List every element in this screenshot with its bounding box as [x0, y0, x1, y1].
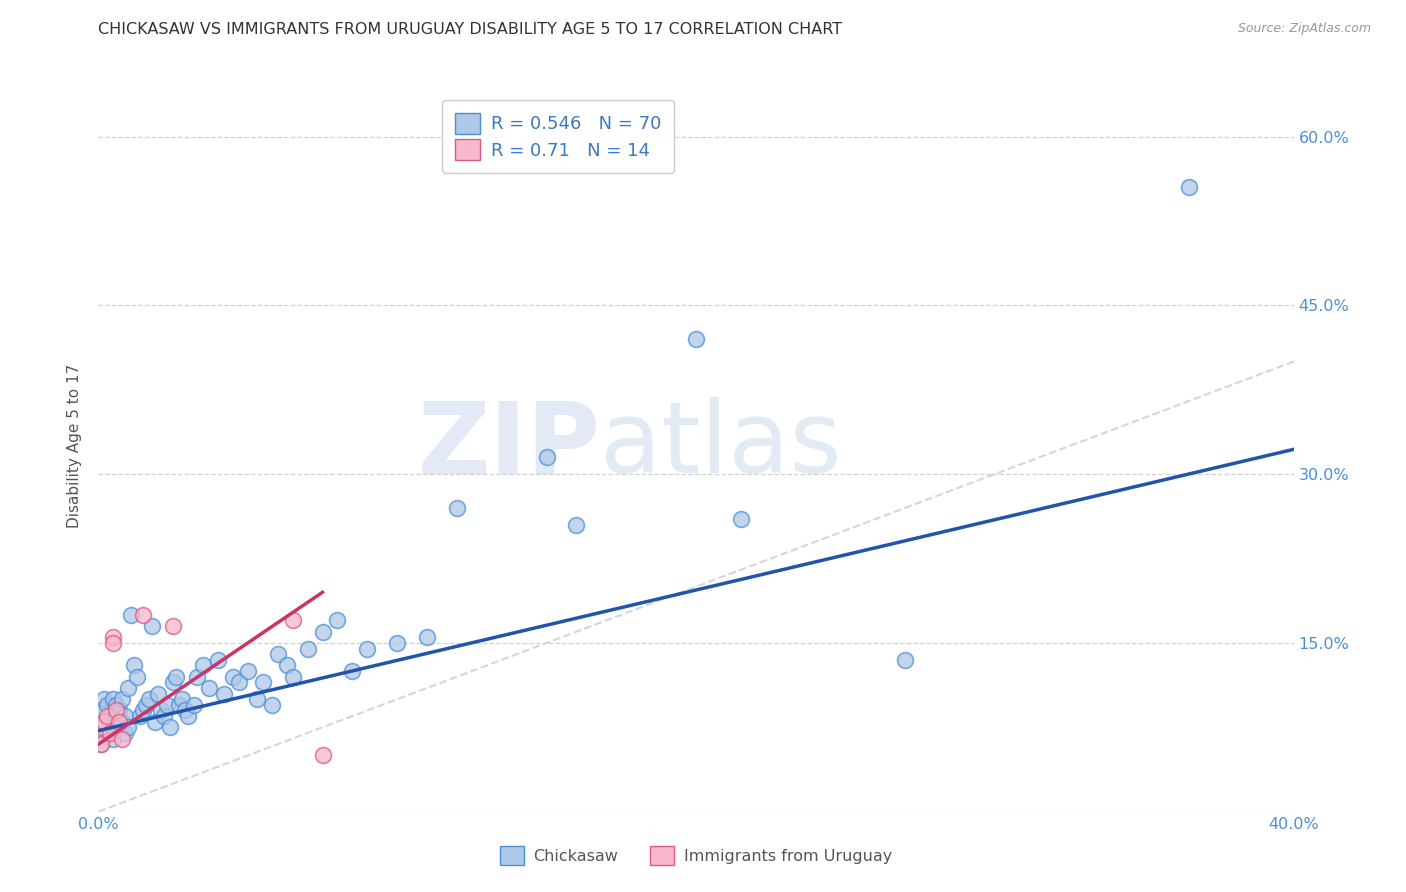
Point [342, 664, 364, 678]
Point [446, 500, 468, 515]
Point [93, 692, 115, 706]
Point [141, 619, 163, 633]
Point [222, 670, 245, 684]
Point [356, 641, 378, 656]
Point [536, 450, 558, 465]
Point [730, 512, 752, 526]
Point [198, 681, 221, 695]
Text: atlas: atlas [600, 398, 842, 494]
Point [148, 687, 170, 701]
Point [150, 703, 173, 717]
Point [228, 675, 250, 690]
Point [191, 658, 214, 673]
Point [172, 692, 194, 706]
Point [100, 726, 122, 740]
Point [385, 636, 409, 650]
Point [212, 687, 235, 701]
Point [103, 731, 125, 746]
Point [103, 692, 125, 706]
Point [135, 698, 157, 712]
Point [138, 692, 160, 706]
Point [105, 709, 128, 723]
Point [114, 709, 136, 723]
Y-axis label: Disability Age 5 to 17: Disability Age 5 to 17 [67, 364, 83, 528]
Point [132, 703, 155, 717]
Point [96, 709, 118, 723]
Point [90, 737, 112, 751]
Point [326, 614, 349, 628]
Point [90, 737, 112, 751]
Point [90, 703, 112, 717]
Point [177, 709, 200, 723]
Point [93, 714, 115, 729]
Point [108, 720, 131, 734]
Point [103, 714, 125, 729]
Point [90, 720, 112, 734]
Point [117, 681, 139, 695]
Point [297, 641, 319, 656]
Point [267, 647, 290, 661]
Point [103, 636, 125, 650]
Point [143, 714, 166, 729]
Point [129, 709, 152, 723]
Point [156, 698, 179, 712]
Point [132, 607, 155, 622]
Text: CHICKASAW VS IMMIGRANTS FROM URUGUAY DISABILITY AGE 5 TO 17 CORRELATION CHART: CHICKASAW VS IMMIGRANTS FROM URUGUAY DIS… [98, 22, 842, 37]
Point [111, 731, 134, 746]
Point [162, 619, 184, 633]
Point [111, 692, 134, 706]
Point [96, 698, 118, 712]
Point [416, 630, 439, 644]
Point [111, 714, 134, 729]
Point [108, 714, 131, 729]
Point [105, 703, 128, 717]
Point [174, 703, 197, 717]
Point [246, 692, 269, 706]
Point [281, 670, 304, 684]
Point [685, 332, 707, 346]
Point [103, 630, 125, 644]
Point [153, 709, 176, 723]
Point [162, 675, 184, 690]
Point [311, 624, 333, 639]
Point [167, 698, 190, 712]
Point [96, 726, 118, 740]
Text: ZIP: ZIP [418, 398, 600, 494]
Text: Source: ZipAtlas.com: Source: ZipAtlas.com [1237, 22, 1371, 36]
Point [93, 714, 115, 729]
Point [108, 703, 131, 717]
Point [100, 720, 122, 734]
Point [281, 614, 304, 628]
Point [260, 698, 283, 712]
Point [565, 517, 588, 532]
Point [127, 670, 149, 684]
Point [105, 698, 128, 712]
Point [236, 664, 259, 678]
Point [311, 748, 333, 763]
Point [252, 675, 274, 690]
Point [1178, 180, 1201, 194]
Point [120, 607, 142, 622]
Point [114, 726, 136, 740]
Legend: Chickasaw, Immigrants from Uruguay: Chickasaw, Immigrants from Uruguay [492, 838, 900, 873]
Point [165, 670, 187, 684]
Point [186, 670, 208, 684]
Point [100, 709, 122, 723]
Point [207, 653, 229, 667]
Point [159, 720, 181, 734]
Point [894, 653, 917, 667]
Point [117, 720, 139, 734]
Point [276, 658, 298, 673]
Point [183, 698, 205, 712]
Point [124, 658, 146, 673]
